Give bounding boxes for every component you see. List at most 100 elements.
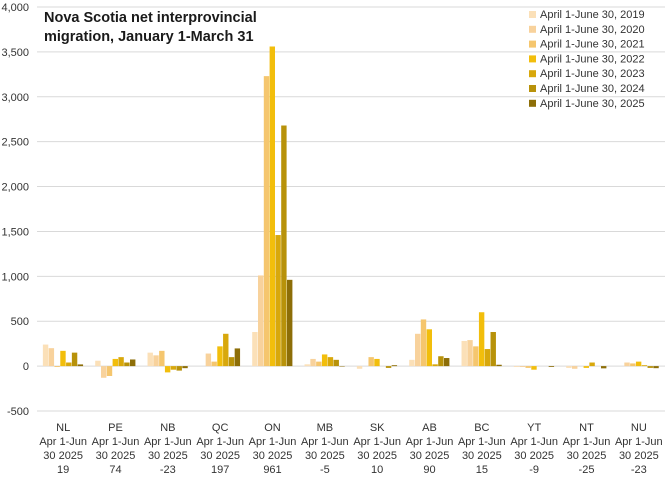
bar (147, 352, 153, 367)
legend-swatch (529, 25, 536, 33)
bar (234, 348, 241, 367)
x-category-label: 19 (57, 464, 69, 476)
bar (159, 350, 165, 367)
x-category-label: NT (579, 422, 594, 434)
legend-entry: April 1-June 30, 2022 (540, 53, 645, 65)
bar (95, 360, 101, 367)
y-tick-label: 3,500 (1, 47, 29, 59)
bar (170, 366, 177, 370)
bar (333, 359, 339, 367)
x-category-label: Apr 1-Jun (353, 436, 401, 448)
x-category-label: Apr 1-Jun (563, 436, 611, 448)
x-category-label: 30 2025 (43, 450, 83, 462)
x-category-label: Apr 1-Jun (301, 436, 349, 448)
bar (513, 366, 520, 368)
bar (228, 357, 235, 367)
x-category-label: -23 (631, 464, 647, 476)
bar (211, 361, 217, 367)
legend-entry: April 1-June 30, 2023 (540, 68, 645, 80)
x-category-label: 30 2025 (462, 450, 502, 462)
x-category-label: Apr 1-Jun (196, 436, 244, 448)
legend-entry: April 1-June 30, 2021 (540, 39, 645, 51)
bar (566, 366, 572, 368)
bar (630, 363, 636, 367)
bar (112, 358, 118, 367)
x-category-label: -9 (529, 464, 539, 476)
x-category-label: 15 (476, 464, 488, 476)
bar (432, 364, 438, 367)
bar (287, 279, 293, 367)
gridlines (37, 6, 665, 412)
bar (572, 366, 578, 369)
bar (496, 364, 502, 367)
y-tick-label: 2,500 (1, 137, 29, 149)
bar (48, 348, 55, 367)
x-category-label: 90 (423, 464, 435, 476)
bar (438, 356, 444, 367)
x-category-label: 197 (211, 464, 229, 476)
x-category-label: Apr 1-Jun (615, 436, 663, 448)
bar (601, 366, 607, 369)
x-category-label: 30 2025 (253, 450, 293, 462)
bar (635, 361, 642, 367)
x-category-label: 30 2025 (567, 450, 607, 462)
chart-title-line-2: migration, January 1-March 31 (44, 29, 254, 45)
x-category-label: ON (264, 422, 281, 434)
bar (71, 352, 78, 367)
bar (269, 46, 275, 367)
x-category-label: 30 2025 (200, 450, 240, 462)
bar (263, 76, 270, 367)
bar (490, 332, 496, 367)
bar (647, 366, 653, 368)
y-axis: -500 0 500 1,000 1,500 2,000 2,500 3,000 3,500 4,… (1, 2, 29, 418)
bar (548, 366, 555, 367)
legend-entry: April 1-June 30, 2020 (540, 24, 645, 36)
bar (356, 366, 363, 369)
bar (415, 333, 421, 367)
x-category-label: Apr 1-Jun (249, 436, 297, 448)
y-tick-label: 2,000 (1, 182, 29, 194)
bar (385, 366, 392, 368)
x-category-label: NU (631, 422, 647, 434)
x-category-label: PE (108, 422, 123, 434)
bar (54, 366, 60, 368)
x-category-label: 30 2025 (357, 450, 397, 462)
bar (327, 357, 334, 367)
bar (258, 275, 264, 367)
bar (653, 366, 659, 369)
y-tick-label: 0 (23, 361, 29, 373)
bar (130, 359, 136, 367)
legend-swatch (529, 55, 536, 63)
bar (205, 353, 212, 367)
x-axis-labels: NL Apr 1-Jun 30 2025 19 PE Apr 1-Jun 30 2025 74… (39, 422, 662, 476)
bar (106, 366, 113, 376)
bar (525, 366, 531, 368)
x-category-label: 30 2025 (305, 450, 345, 462)
x-category-label: -25 (579, 464, 595, 476)
x-category-label: 10 (371, 464, 383, 476)
legend-entry: April 1-June 30, 2024 (540, 83, 645, 95)
x-category-label: Apr 1-Jun (144, 436, 192, 448)
bar (321, 354, 328, 367)
legend-swatch (529, 40, 536, 48)
bar (589, 362, 595, 367)
bar (484, 349, 491, 367)
x-category-label: 30 2025 (619, 450, 659, 462)
x-category-label: Apr 1-Jun (406, 436, 454, 448)
x-category-label: AB (422, 422, 437, 434)
y-tick-label: 500 (11, 316, 29, 328)
bar (60, 350, 66, 367)
bar (478, 312, 485, 367)
bar (66, 362, 72, 367)
x-category-label: MB (317, 422, 334, 434)
chart-title: Nova Scotia net interprovincial migratio… (44, 10, 257, 45)
x-category-label: SK (370, 422, 385, 434)
bar (461, 340, 467, 367)
legend-swatch (529, 85, 536, 92)
y-tick-label: 4,000 (1, 2, 29, 14)
bar (624, 362, 630, 367)
bar (420, 319, 427, 367)
bar (217, 346, 223, 367)
bar (124, 362, 130, 367)
x-category-label: Apr 1-Jun (92, 436, 140, 448)
